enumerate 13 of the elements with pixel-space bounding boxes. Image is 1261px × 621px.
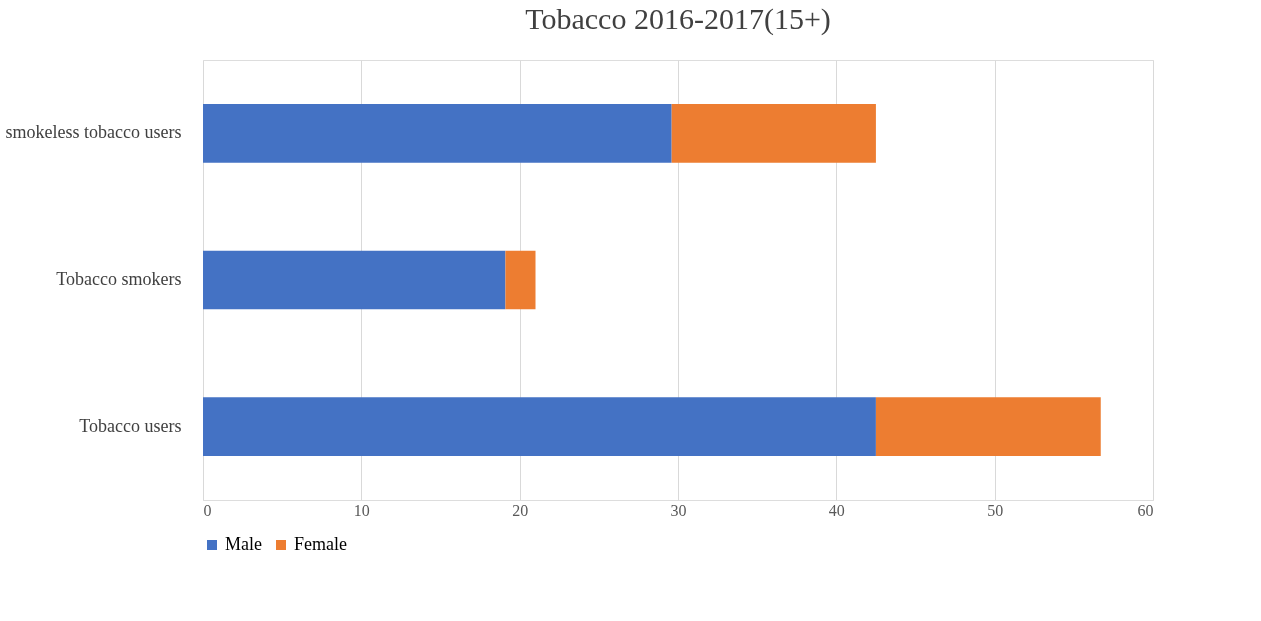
x-tick-label: 50 — [987, 501, 1004, 519]
x-tick-label: 0 — [203, 501, 212, 519]
x-tick-label: 30 — [670, 501, 687, 519]
y-tick-label: smokeless tobacco users — [5, 122, 182, 143]
legend-label: Male — [225, 534, 262, 554]
x-tick-label: 20 — [512, 501, 529, 519]
y-tick-label: Tobacco smokers — [56, 269, 182, 289]
y-tick-label: Tobacco users — [79, 415, 182, 436]
x-tick-label: 10 — [353, 501, 370, 519]
legend-label: Female — [294, 534, 347, 554]
x-tick-label: 40 — [828, 501, 845, 519]
chart-title: Tobacco 2016-2017(15+) — [525, 2, 831, 36]
x-tick-label: 60 — [1137, 501, 1154, 519]
